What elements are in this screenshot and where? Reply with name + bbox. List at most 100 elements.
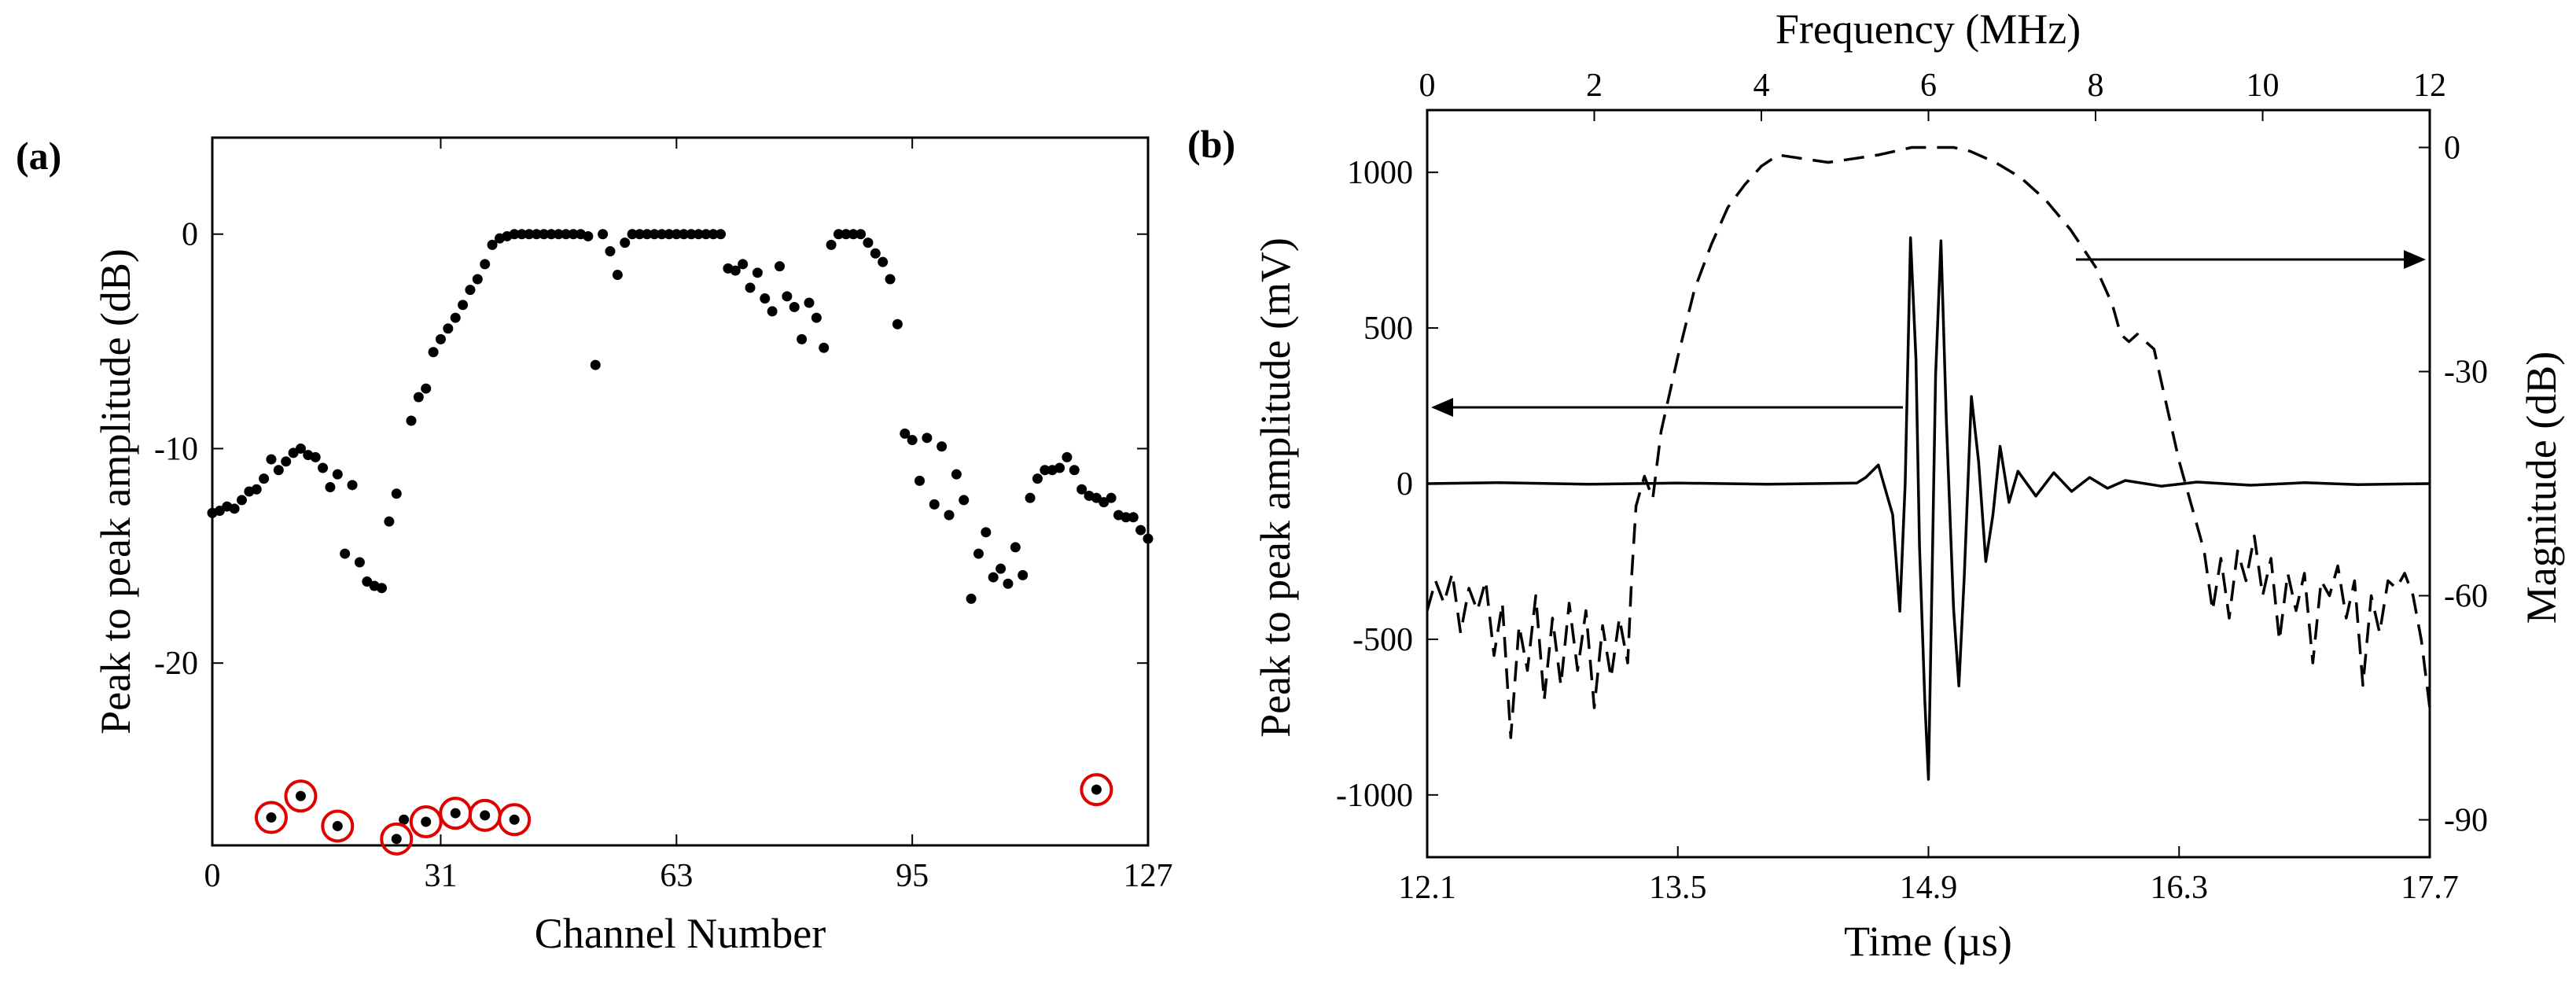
data-point [428, 347, 439, 358]
data-point [973, 548, 984, 559]
data-point [826, 239, 837, 250]
panel-a-x-label: Channel Number [535, 910, 826, 957]
data-point [848, 229, 859, 240]
data-point [811, 312, 822, 323]
data-point [1091, 784, 1102, 795]
data-point [981, 527, 992, 538]
amplitude-tick-label: -500 [1352, 622, 1413, 658]
data-point [214, 506, 225, 517]
data-point [561, 229, 572, 240]
data-point [281, 456, 292, 467]
data-point [1040, 465, 1051, 476]
data-point [752, 267, 763, 278]
data-point [524, 229, 535, 240]
data-point [318, 462, 329, 473]
data-point [590, 359, 601, 370]
data-point [885, 274, 896, 285]
data-point [295, 790, 306, 801]
y-tick-label: -10 [154, 431, 198, 467]
data-point [1062, 451, 1073, 462]
data-point [509, 229, 520, 240]
data-point [679, 229, 690, 240]
data-point [767, 306, 778, 317]
data-point [546, 229, 557, 240]
panel-b-arrows [1431, 250, 2426, 417]
right-arrowhead-icon [2404, 250, 2426, 269]
data-point [892, 318, 903, 330]
x-tick-label: 31 [424, 858, 457, 894]
data-point [716, 229, 727, 240]
data-point [465, 285, 476, 296]
panel-a-points [207, 229, 1154, 856]
data-point [760, 293, 771, 304]
data-point [472, 274, 483, 285]
amplitude-tick-label: 500 [1363, 311, 1413, 347]
frequency-tick-label: 4 [1754, 68, 1770, 104]
data-point [870, 248, 881, 259]
data-point [406, 415, 417, 426]
data-point [377, 583, 388, 594]
panel-b-label: (b) [1187, 122, 1235, 166]
magnitude-tick-label: -30 [2444, 355, 2488, 391]
data-point [701, 229, 712, 240]
data-point [634, 229, 645, 240]
data-point [421, 383, 432, 394]
highlight-ring [254, 801, 288, 834]
data-point [509, 814, 520, 825]
data-point [907, 435, 918, 446]
data-point [340, 548, 351, 559]
data-point [362, 576, 373, 587]
frequency-tick-label: 0 [1419, 68, 1436, 104]
data-point [1010, 542, 1021, 553]
magnitude-tick-label: -60 [2444, 579, 2488, 615]
amplitude-tick-label: 0 [1397, 466, 1413, 503]
data-point [1032, 473, 1043, 484]
data-point [708, 229, 719, 240]
amplitude-tick-label: -1000 [1336, 778, 1413, 814]
data-point [332, 469, 343, 480]
data-point [642, 229, 653, 240]
data-point [1025, 492, 1036, 503]
data-point [664, 229, 675, 240]
highlight-ring [1080, 773, 1113, 807]
data-point [1003, 578, 1014, 589]
highlight-ring [284, 779, 318, 813]
data-point [944, 510, 955, 521]
data-point [966, 593, 977, 604]
data-point [738, 259, 749, 270]
data-point [384, 516, 395, 527]
data-point [922, 433, 933, 444]
data-point [612, 270, 623, 281]
data-point [1143, 533, 1154, 544]
panel-a-y-ticks: 0 -10 -20 [154, 217, 1148, 682]
frequency-tick-label: 12 [2413, 68, 2446, 104]
data-point [914, 475, 926, 486]
data-point [1121, 512, 1132, 523]
magnitude-tick-label: 0 [2444, 131, 2460, 167]
amplitude-tick-label: 1000 [1347, 155, 1413, 191]
data-point [1076, 484, 1087, 495]
data-point [819, 342, 830, 353]
data-point [1128, 512, 1139, 523]
panel-b-time-ticks: 12.1 13.5 14.9 16.3 17.7 [1398, 846, 2459, 906]
panel-a-label: (a) [16, 134, 61, 178]
x-tick-label: 63 [660, 858, 693, 894]
data-point [553, 229, 564, 240]
data-point [856, 229, 867, 240]
data-point [354, 557, 365, 568]
data-point [693, 229, 704, 240]
data-point [450, 808, 461, 819]
data-point [259, 473, 270, 484]
panel-b-series [1426, 145, 2431, 781]
time-tick-label: 14.9 [1900, 870, 1958, 906]
data-point [517, 229, 528, 240]
data-point [995, 563, 1006, 574]
magnitude-tick-label: -90 [2444, 803, 2488, 839]
data-point [539, 229, 550, 240]
data-point [1106, 492, 1117, 503]
data-point [649, 229, 660, 240]
data-point [878, 256, 889, 267]
data-point [1135, 525, 1146, 536]
data-point [266, 812, 277, 823]
panel-b-magnitude-ticks: 0 -30 -60 -90 [2419, 131, 2488, 839]
